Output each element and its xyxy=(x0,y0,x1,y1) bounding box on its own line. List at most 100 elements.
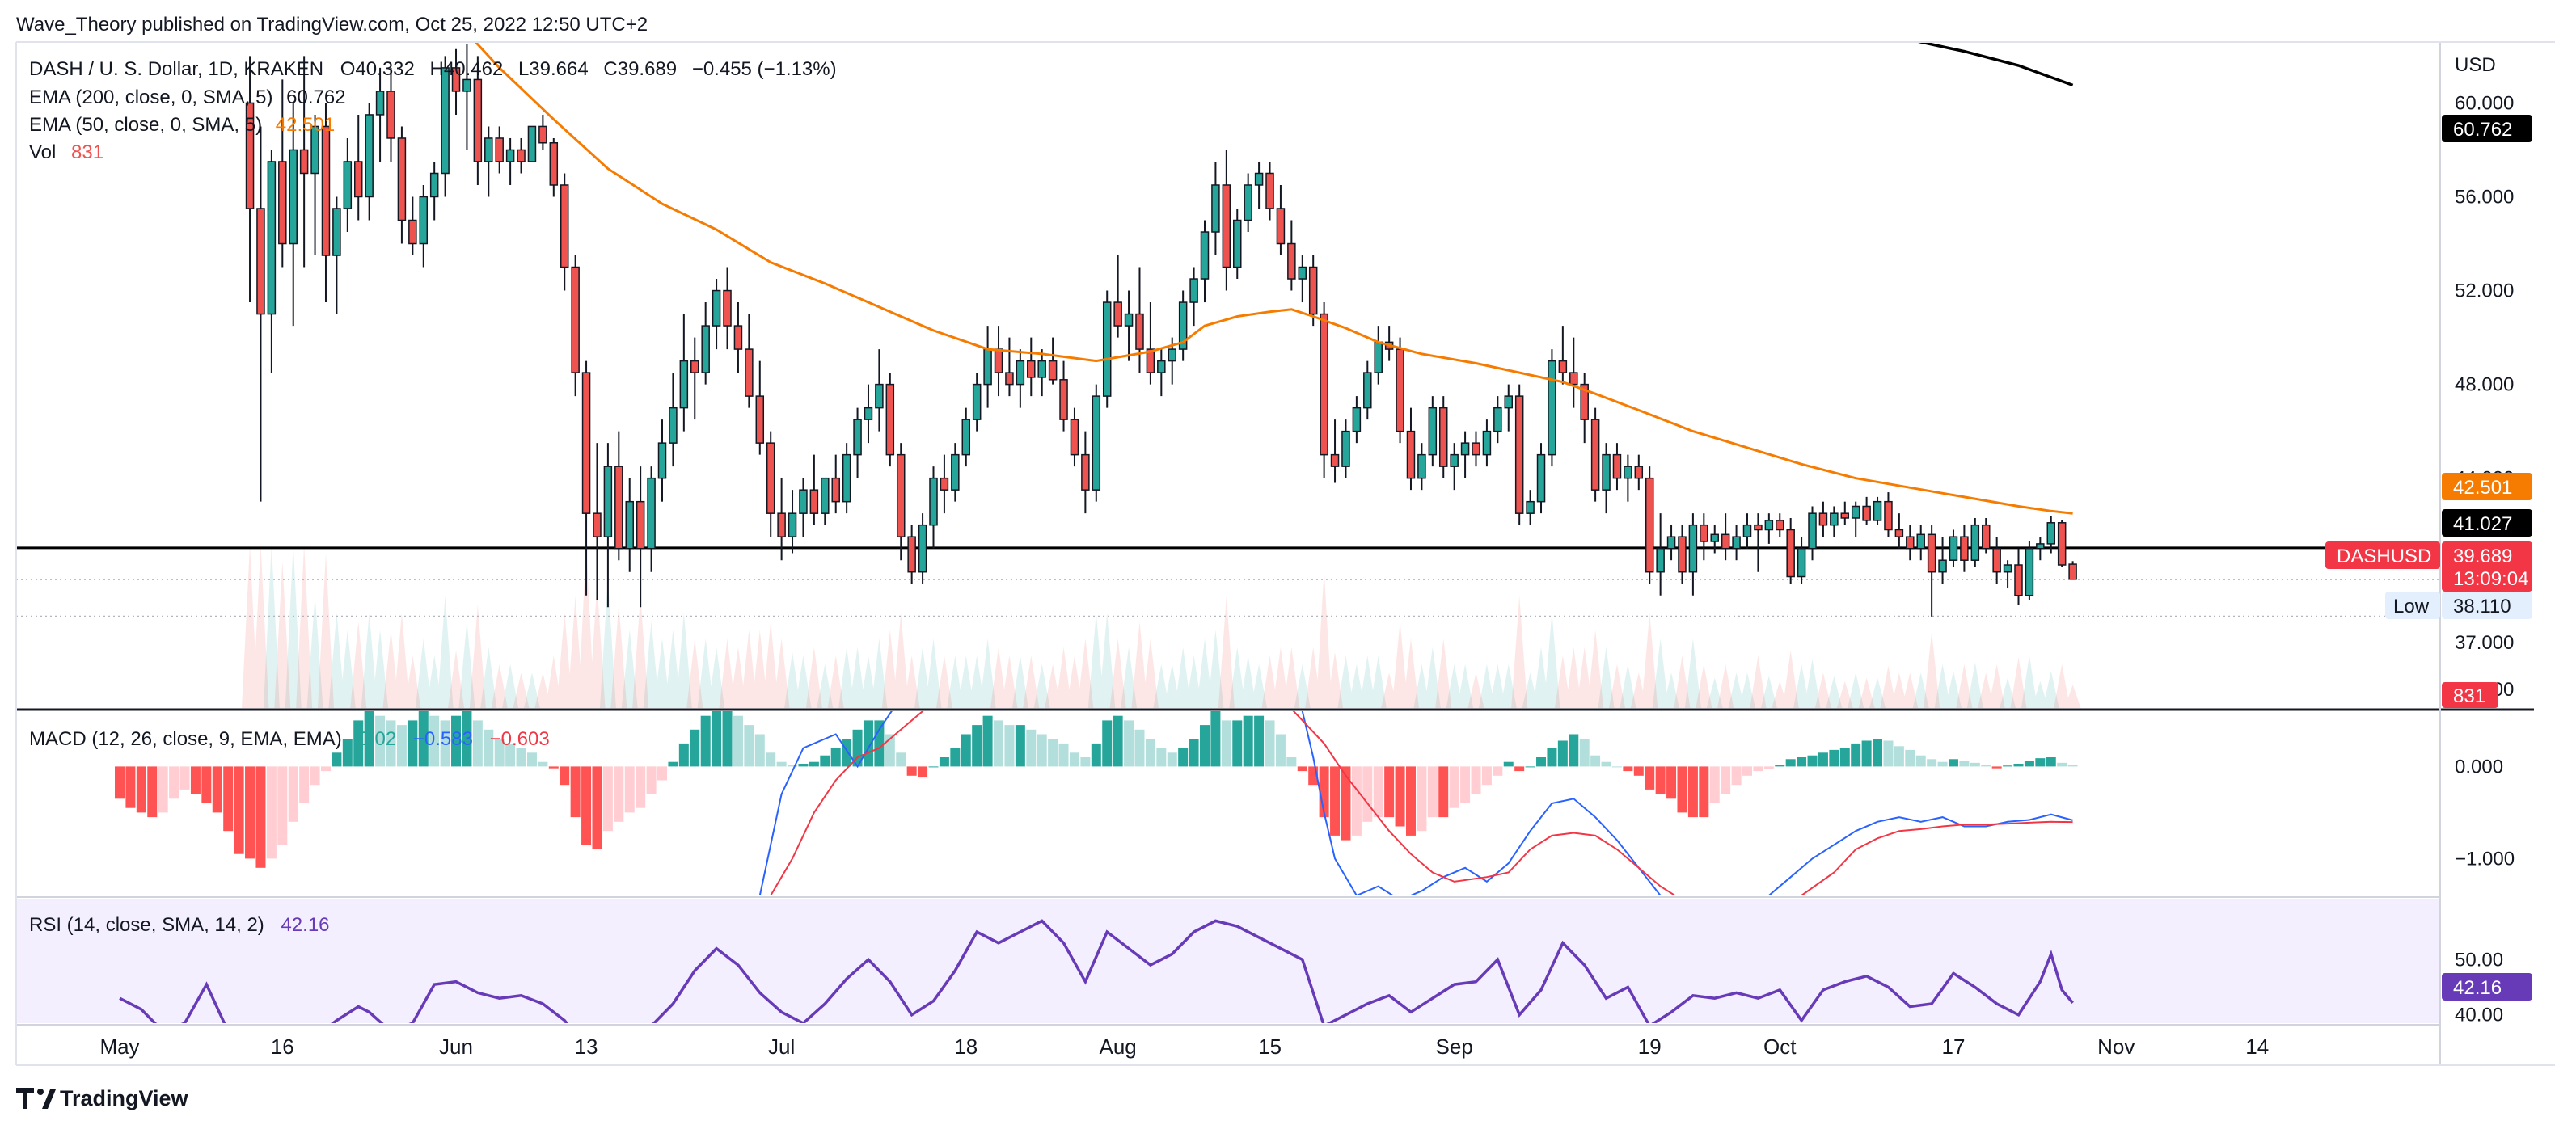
macd-histogram-bar xyxy=(2067,765,2078,767)
macd-histogram-bar xyxy=(636,766,646,808)
publisher-text: Wave_Theory published on TradingView.com… xyxy=(16,14,648,36)
tradingview-logo-icon[interactable] xyxy=(16,1088,56,1109)
candle-body-down xyxy=(386,91,395,139)
candle xyxy=(1721,513,1730,561)
macd-histogram-bar xyxy=(1590,755,1601,767)
macd-histogram-bar xyxy=(1405,766,1416,836)
candle xyxy=(2068,561,2077,580)
candle-body-up xyxy=(679,360,689,409)
macd-histogram-bar xyxy=(1970,762,1980,767)
candle-body-down xyxy=(1081,453,1090,491)
candle xyxy=(365,103,374,221)
svg-text:831: 831 xyxy=(2453,685,2485,707)
candle-body-up xyxy=(1374,341,1383,373)
candle-body-up xyxy=(1548,360,1556,456)
candle-body-up xyxy=(1602,453,1611,491)
candle-body-up xyxy=(603,466,613,537)
macd-histogram-bar xyxy=(1102,720,1113,767)
candle xyxy=(1742,513,1752,549)
candle xyxy=(1308,255,1318,327)
macd-histogram-bar xyxy=(1633,766,1644,776)
candle xyxy=(419,184,429,268)
candle xyxy=(875,349,884,432)
macd-histogram-bar xyxy=(1699,766,1709,818)
candle-body-up xyxy=(2036,543,2045,550)
candle xyxy=(1688,513,1698,596)
candle xyxy=(1113,255,1122,338)
candlestick-series[interactable] xyxy=(245,44,2077,617)
candle xyxy=(712,279,721,350)
candle xyxy=(1602,443,1611,514)
candle xyxy=(1569,337,1578,408)
candle-body-down xyxy=(896,453,906,537)
macd-histogram-bar xyxy=(852,729,863,767)
macd-histogram-bar xyxy=(624,766,635,813)
candle xyxy=(1298,255,1307,303)
macd-histogram-bar xyxy=(1611,766,1622,768)
candle xyxy=(1341,419,1350,478)
candle-body-up xyxy=(1233,219,1242,268)
candle xyxy=(581,360,591,596)
macd-axis-tick-label: 0.000 xyxy=(2455,756,2503,777)
macd-histogram-bar xyxy=(277,766,288,845)
candle xyxy=(1233,209,1242,280)
candle-body-down xyxy=(614,466,623,550)
candle-body-down xyxy=(809,489,819,514)
candle xyxy=(864,384,873,444)
candle-body-down xyxy=(907,536,916,573)
candle xyxy=(1200,220,1210,303)
candle xyxy=(1884,492,1893,537)
candle-body-up xyxy=(1797,547,1806,578)
macd-histogram-bar xyxy=(1243,715,1253,767)
candle xyxy=(549,137,559,197)
candle-body-up xyxy=(1970,524,1980,561)
candle-body-down xyxy=(1818,512,1828,526)
candle-body-down xyxy=(1992,547,2001,573)
candle xyxy=(1005,337,1014,397)
legend-vol-label: Vol xyxy=(29,141,56,163)
macd-histogram-bar xyxy=(1004,725,1015,767)
svg-text:42.501: 42.501 xyxy=(2453,477,2512,499)
candle xyxy=(755,360,765,455)
macd-histogram-bar xyxy=(484,729,494,767)
tradingview-brand[interactable]: TradingView xyxy=(60,1086,189,1110)
macd-histogram-bar xyxy=(1742,766,1752,776)
macd-histogram-bar xyxy=(1927,759,1937,767)
candle-body-down xyxy=(581,372,591,514)
svg-text:DASH / U. S. Dollar, 1D, KRAKE: DASH / U. S. Dollar, 1D, KRAKEN O40.332 … xyxy=(29,58,837,80)
candle-body-down xyxy=(1558,360,1568,373)
macd-histogram-bar xyxy=(1829,749,1839,767)
rsi-axis-tick-label: 40.00 xyxy=(2455,1005,2503,1026)
rsi-panel-background xyxy=(16,899,2440,1023)
candle-body-down xyxy=(2014,564,2023,596)
candle xyxy=(1894,513,1904,549)
candle-body-down xyxy=(723,289,732,327)
candle-body-down xyxy=(1438,407,1448,467)
candle xyxy=(495,126,504,174)
macd-histogram-bar xyxy=(538,761,548,767)
candle-body-up xyxy=(647,477,656,550)
candle xyxy=(1417,443,1426,491)
time-axis-ticks[interactable]: May 16 Jun 13 Jul 18 Aug 15 Sep 19 Oct 17 Nov 14 xyxy=(99,1034,2269,1059)
macd-histogram-bar xyxy=(1655,766,1666,794)
svg-text:38.110: 38.110 xyxy=(2453,596,2511,617)
macd-histogram-bar xyxy=(1449,766,1459,808)
svg-text:42.16: 42.16 xyxy=(2453,977,2502,999)
macd-histogram-bar xyxy=(1677,766,1687,813)
time-axis-tick-label: 14 xyxy=(2245,1034,2269,1059)
badge-ema200: 60.762 xyxy=(2442,115,2532,142)
candle-body-down xyxy=(1406,430,1416,479)
macd-histogram-bar xyxy=(1775,765,1785,767)
price-axis-tick-label: 52.000 xyxy=(2455,280,2514,302)
candle xyxy=(647,466,656,572)
macd-histogram-bar xyxy=(516,748,526,767)
macd-histogram-bar xyxy=(1557,740,1568,767)
macd-histogram-bar xyxy=(147,766,158,818)
candle-body-up xyxy=(332,208,341,256)
candle xyxy=(701,302,710,385)
candle xyxy=(1146,302,1155,385)
macd-histogram-bar xyxy=(1623,766,1633,772)
macd-histogram-bar xyxy=(342,739,353,767)
candle xyxy=(408,196,417,256)
